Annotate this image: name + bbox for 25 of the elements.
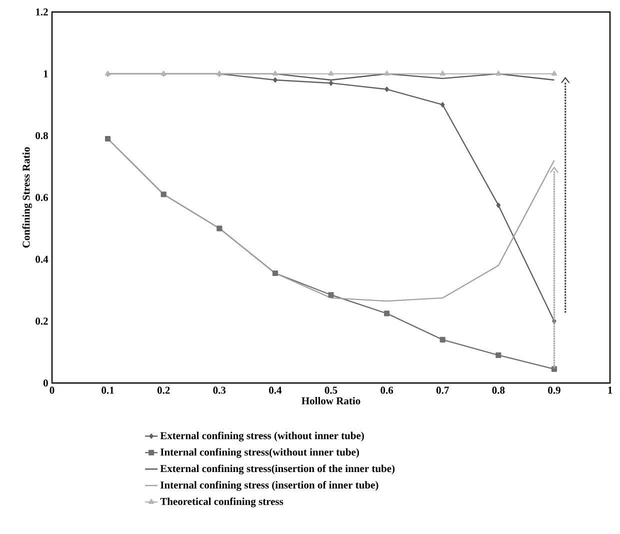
x-tick-label: 0.4 [269,386,282,394]
y-tick-label: 0.4 [36,256,48,263]
x-tick-label: 0.1 [102,386,114,394]
x-tick-label: 0.3 [213,386,226,394]
legend-label: External confining stress(insertion of the inner tube) [160,464,395,474]
legend-label: Theoretical confining stress [160,498,284,508]
x-tick-label: 1 [608,386,612,394]
y-tick-label: 0.2 [36,318,48,325]
y-axis-title: Confining Stress Ratio [22,147,32,248]
legend-label: Internal confining stress (insertion of inner tube) [160,481,378,491]
x-tick-label: 0.2 [157,386,170,394]
legend-label: Internal confining stress(without inner tube) [160,448,359,458]
x-tick-label: 0 [50,386,54,394]
y-tick-label: 1 [44,70,48,78]
x-tick-label: 0.9 [548,386,560,394]
y-tick-label: 0.8 [36,132,48,140]
x-tick-label: 0.6 [380,386,394,394]
x-tick-label: 0.8 [492,386,505,394]
x-tick-label: 0.5 [324,386,338,394]
y-tick-label: 0.6 [36,194,48,202]
x-tick-label: 0.7 [436,386,449,394]
x-axis-title: Hollow Ratio [302,397,360,404]
y-tick-label: 0 [43,379,48,387]
y-tick-label: 1.2 [36,8,48,16]
legend-label: External confining stress (without inner tube) [160,432,364,442]
